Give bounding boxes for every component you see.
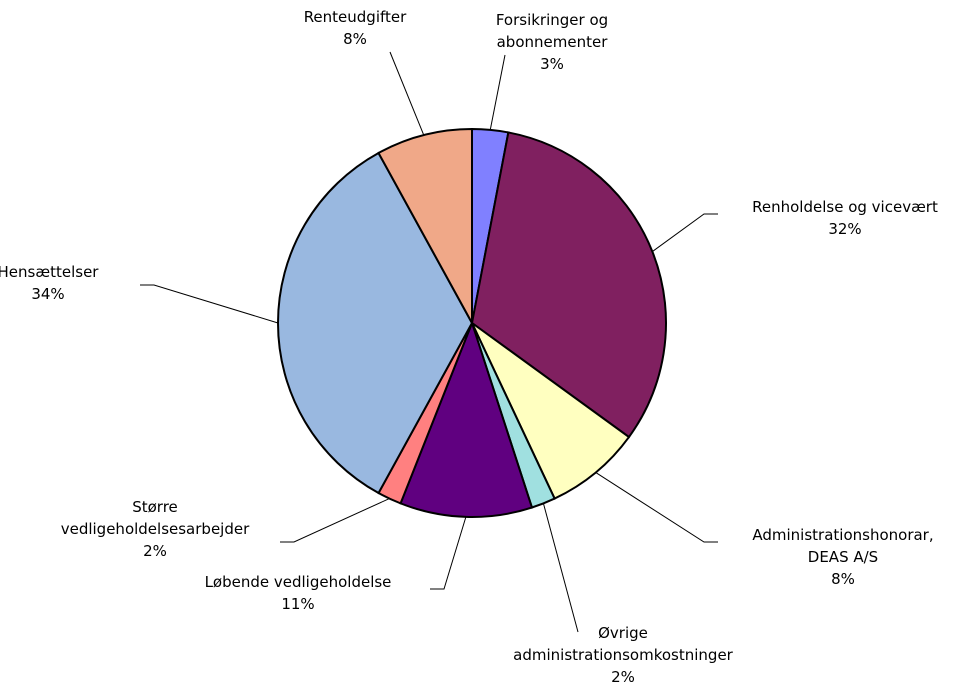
pie-slice xyxy=(470,131,667,439)
slice-label: Øvrige administrationsomkostninger xyxy=(513,624,734,664)
slice-label: Større vedligeholdelsesarbejder xyxy=(61,498,250,538)
pie-slice xyxy=(377,127,473,324)
slice-value-label: 8% xyxy=(343,30,367,48)
leader-line xyxy=(140,284,279,324)
slice-value-label: 34% xyxy=(31,285,64,303)
slice-value-label: 2% xyxy=(143,542,167,560)
slice-value-label: 32% xyxy=(828,220,861,238)
leader-line xyxy=(430,516,467,590)
pie-slice xyxy=(471,322,631,500)
slice-label: Forsikringer og abonnementer xyxy=(496,11,608,51)
pie-slice xyxy=(277,151,474,495)
leader-line xyxy=(595,472,718,543)
slice-label: Renteudgifter xyxy=(304,8,407,26)
slice-label: Administrationshonorar, DEAS A/S xyxy=(752,526,933,566)
leader-line xyxy=(652,213,718,252)
leader-line xyxy=(389,51,425,136)
slice-value-label: 8% xyxy=(831,570,855,588)
leader-line xyxy=(542,503,579,633)
slice-value-label: 3% xyxy=(540,55,564,73)
slice-label: Hensættelser xyxy=(0,263,99,281)
slice-value-label: 2% xyxy=(611,668,635,686)
slice-label: Løbende vedligeholdelse xyxy=(205,573,392,591)
slice-value-label: 11% xyxy=(281,595,314,613)
slice-label: Renholdelse og vicevært xyxy=(752,198,938,216)
leader-line xyxy=(280,498,390,543)
leader-line xyxy=(489,54,506,130)
